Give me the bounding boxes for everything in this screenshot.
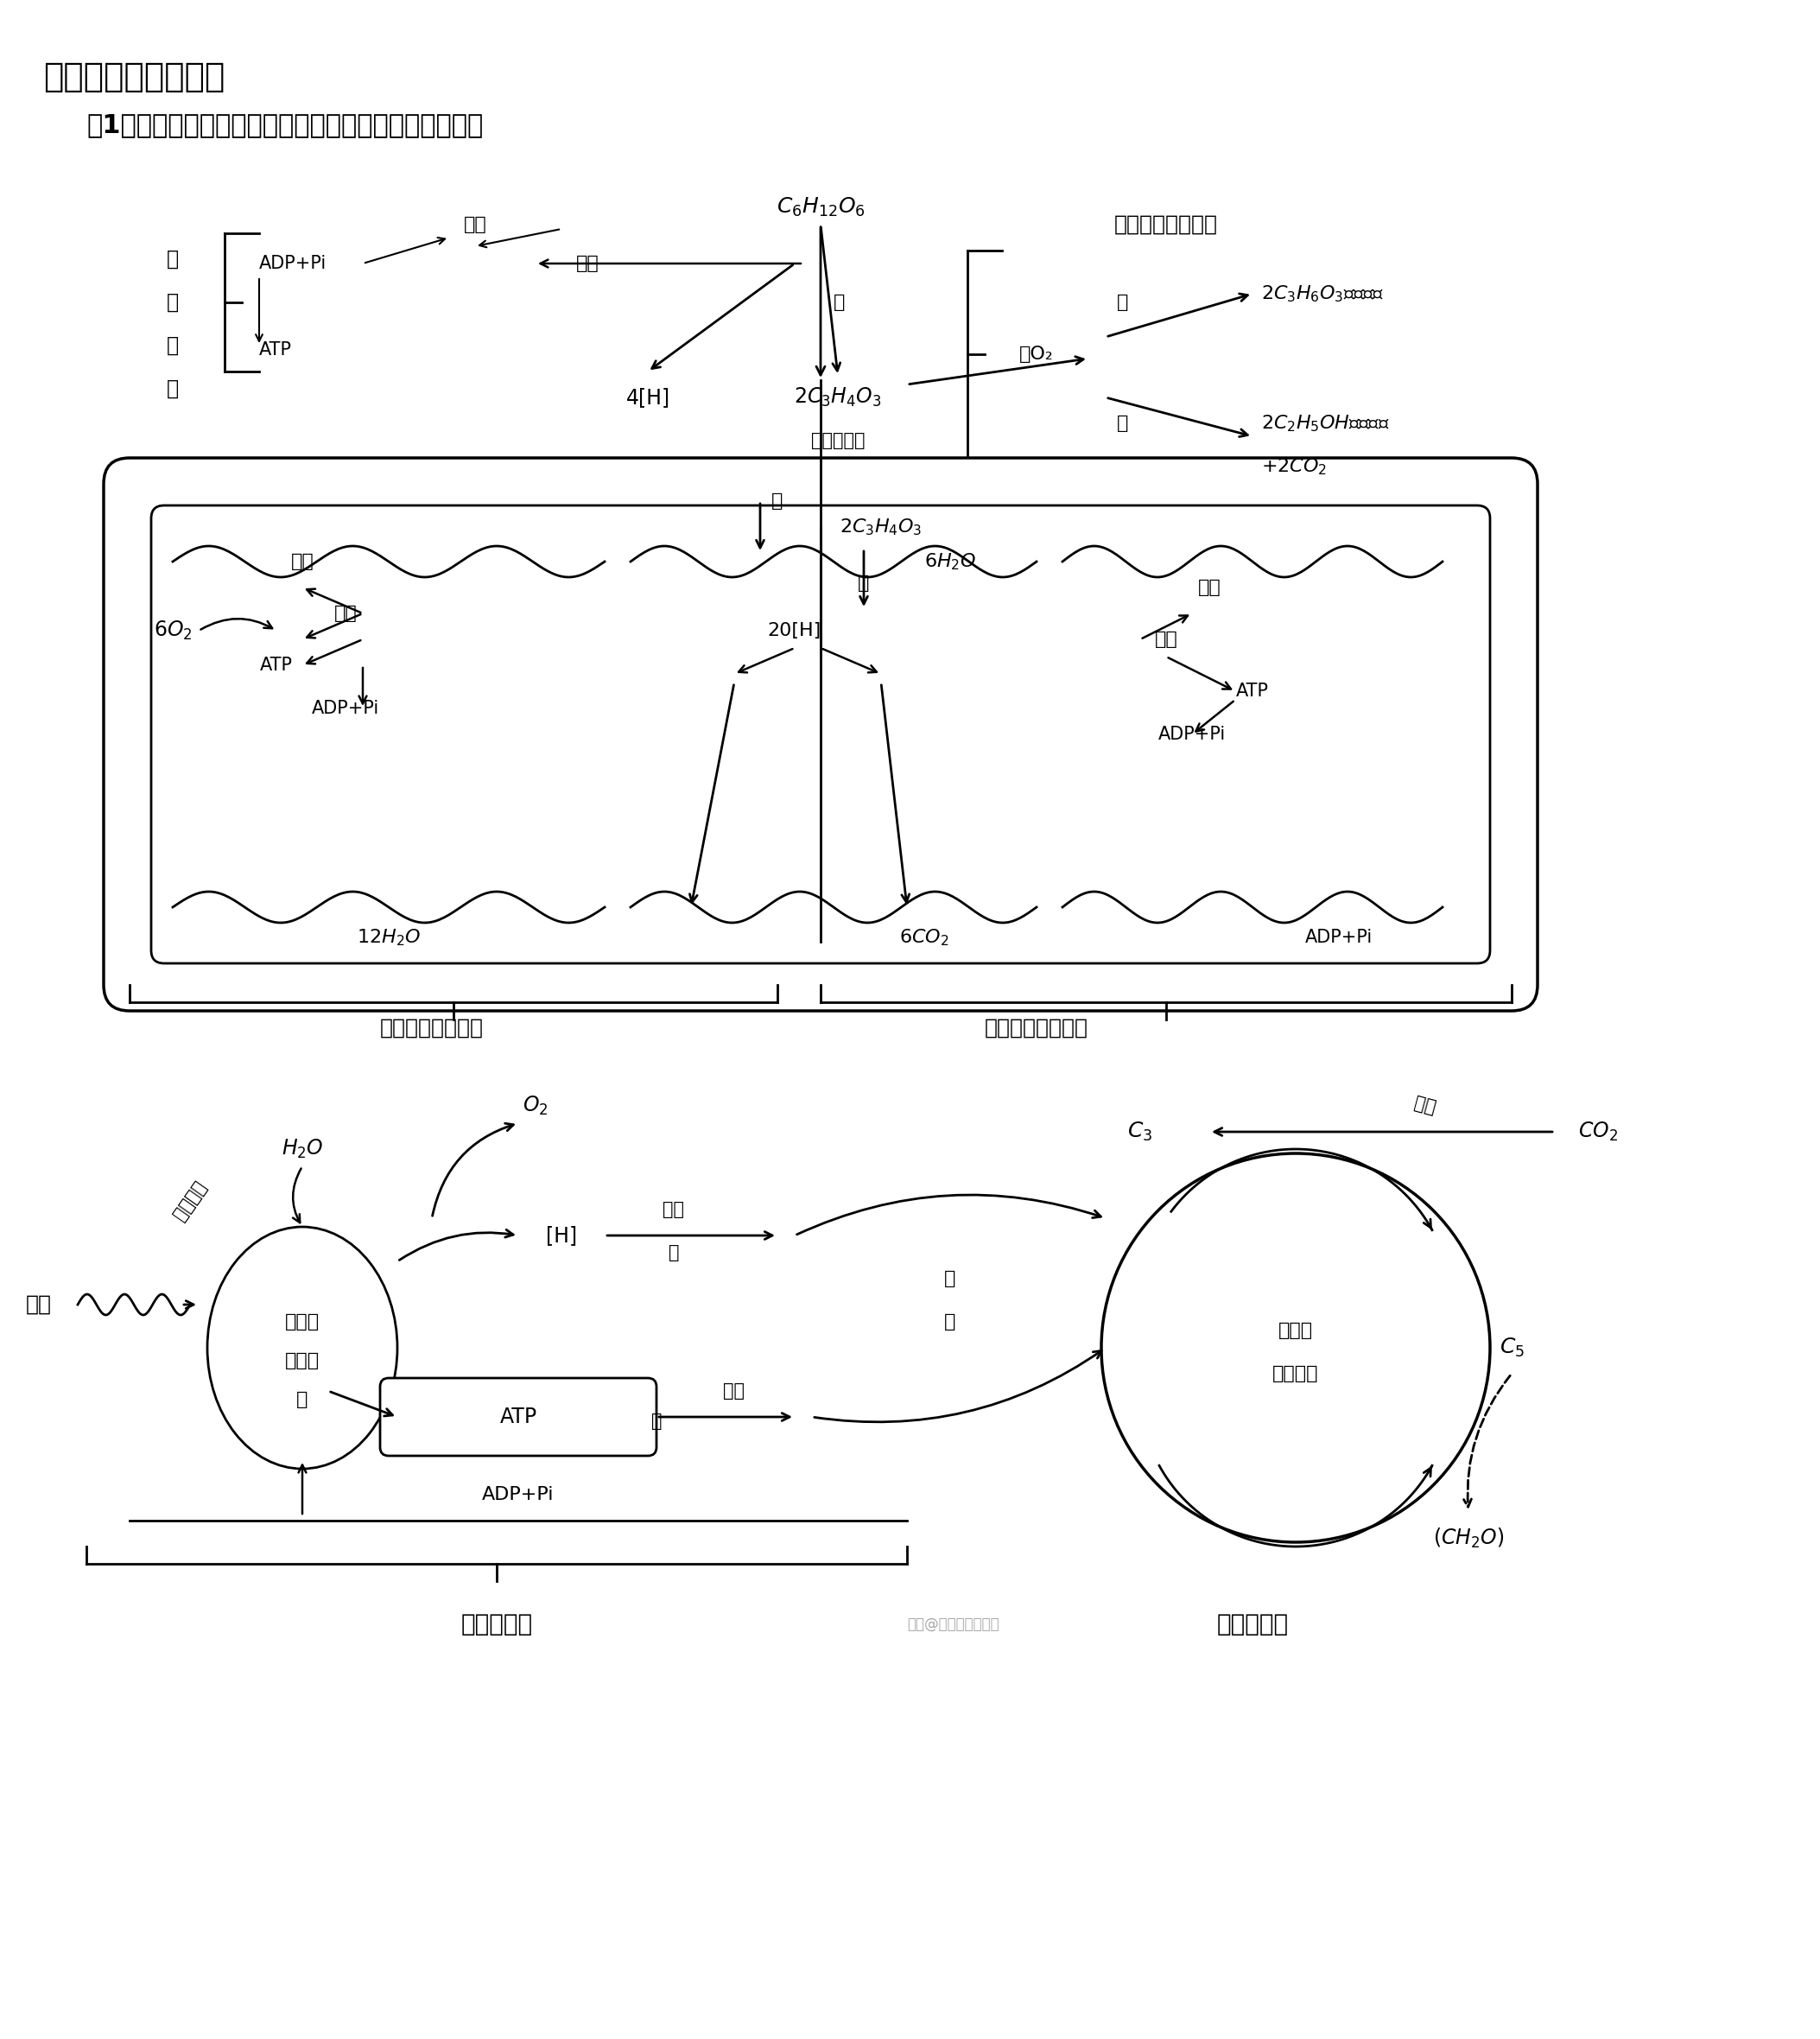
Text: ADP+Pi: ADP+Pi [258,255,328,271]
Text: 光反应阶段: 光反应阶段 [460,1613,533,1637]
Text: 段: 段 [167,379,178,400]
Text: 水的光解: 水的光解 [171,1179,209,1223]
Text: 光能: 光能 [25,1295,51,1315]
Text: ATP: ATP [258,341,291,359]
Text: 20[H]: 20[H] [768,622,821,640]
Text: 知乎@最优秀少先队员: 知乎@最优秀少先队员 [906,1617,999,1631]
Text: ADP+Pi: ADP+Pi [1305,930,1372,946]
Text: 酶: 酶 [857,575,870,591]
Text: 热能: 热能 [1198,579,1221,595]
Text: 能量: 能量 [575,255,599,271]
Text: 一: 一 [167,292,178,312]
Ellipse shape [1101,1154,1491,1541]
Text: $2C_3H_6O_3$（乳酸）: $2C_3H_6O_3$（乳酸） [1261,283,1383,304]
Text: 酶: 酶 [772,493,783,510]
Text: ATP: ATP [501,1407,537,1427]
Text: $+2CO_2$: $+2CO_2$ [1261,457,1327,477]
Text: 参加催化: 参加催化 [1272,1364,1320,1382]
Text: $CO_2$: $CO_2$ [1578,1121,1618,1144]
Text: ATP: ATP [1236,683,1269,699]
Text: 酶: 酶 [834,294,844,312]
Text: ADP+Pi: ADP+Pi [311,699,379,718]
Text: 供氢: 供氢 [662,1201,684,1217]
Text: 能量: 能量 [333,606,357,622]
Text: $C_5$: $C_5$ [1500,1336,1523,1360]
Text: 素: 素 [297,1391,308,1409]
Text: 热能: 热能 [291,553,313,571]
FancyBboxPatch shape [151,506,1491,962]
Text: 无O₂: 无O₂ [1019,345,1054,363]
Text: $C_6H_{12}O_6$: $C_6H_{12}O_6$ [775,196,864,218]
Text: $6O_2$: $6O_2$ [153,620,191,642]
Text: （1）细胞呼吸和光合作用过程中的能量代谢与物质代谢: （1）细胞呼吸和光合作用过程中的能量代谢与物质代谢 [86,112,482,137]
Text: ADP+Pi: ADP+Pi [1158,726,1227,742]
Text: 有氧呼吸第三阶段: 有氧呼吸第三阶段 [380,1017,484,1038]
Text: 能量: 能量 [1154,630,1178,648]
Text: ATP: ATP [501,1407,537,1427]
Text: 酶: 酶 [652,1413,662,1429]
Text: 酶: 酶 [1117,294,1128,312]
Text: （丙酮酸）: （丙酮酸） [812,432,864,449]
Text: $6CO_2$: $6CO_2$ [899,928,948,948]
Text: 暗反应阶段: 暗反应阶段 [1216,1613,1289,1637]
Text: ATP: ATP [260,657,293,675]
Text: 4[H]: 4[H] [626,387,670,408]
Text: 固定: 固定 [1412,1095,1438,1117]
Text: $O_2$: $O_2$ [522,1095,548,1117]
Text: 多种酶: 多种酶 [1278,1321,1312,1340]
Text: [H]: [H] [546,1225,577,1246]
Text: 中的色: 中的色 [286,1352,320,1370]
Text: 无氧呼吸第二阶段: 无氧呼吸第二阶段 [1114,214,1218,234]
FancyBboxPatch shape [380,1378,657,1456]
Text: 供能: 供能 [723,1382,744,1399]
Text: 酶: 酶 [668,1244,679,1262]
Text: $2C_3H_4O_3$: $2C_3H_4O_3$ [839,516,923,536]
Text: $H_2O$: $H_2O$ [282,1138,324,1160]
Text: 细胞呼吸与光合作用: 细胞呼吸与光合作用 [44,61,226,94]
Text: 酶: 酶 [1117,414,1128,432]
Text: 热能: 热能 [464,216,486,232]
Text: $(CH_2O)$: $(CH_2O)$ [1432,1525,1503,1550]
Text: 第: 第 [167,249,178,269]
Text: 阶: 阶 [167,334,178,357]
Text: $2C_2H_5OH$（酒精）: $2C_2H_5OH$（酒精） [1261,414,1389,434]
Text: 还: 还 [945,1270,956,1287]
Text: 原: 原 [945,1313,956,1331]
Text: $12H_2O$: $12H_2O$ [357,928,420,948]
Text: ADP+Pi: ADP+Pi [482,1486,555,1503]
Text: $2C_3H_4O_3$: $2C_3H_4O_3$ [794,385,881,408]
Text: $6H_2O$: $6H_2O$ [925,551,976,571]
Ellipse shape [207,1227,397,1468]
Text: $C_3$: $C_3$ [1128,1121,1152,1144]
FancyBboxPatch shape [104,459,1538,1011]
Text: 有氧呼吸第二阶段: 有氧呼吸第二阶段 [985,1017,1088,1038]
Text: 叶绿体: 叶绿体 [286,1313,320,1331]
